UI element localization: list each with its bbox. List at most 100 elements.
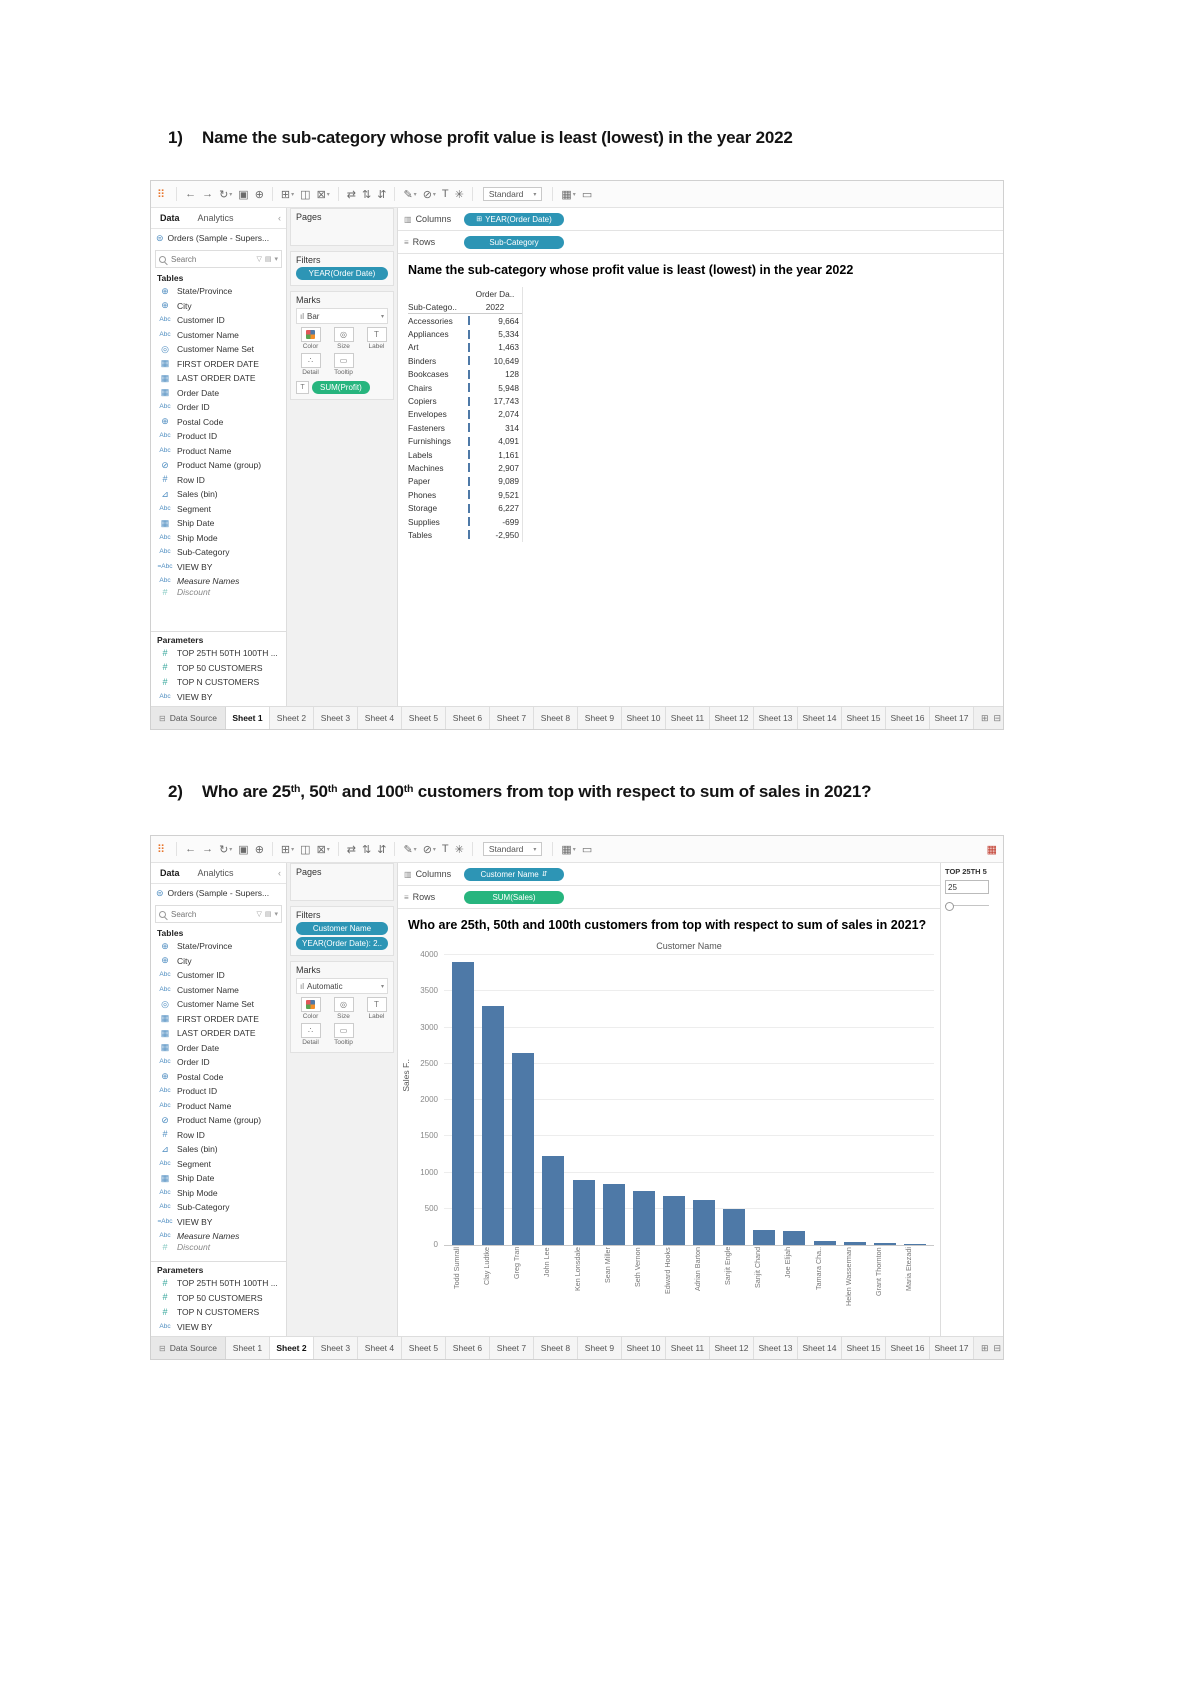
field-city[interactable]: ⊕ City (151, 954, 286, 969)
slider-knob[interactable] (945, 902, 954, 911)
clear-sheet-button[interactable]: ⊠ ▾ (314, 842, 333, 857)
highlight-button[interactable]: ✎ ▾ (400, 187, 419, 202)
field-ship-date[interactable]: ▦ Ship Date (151, 1171, 286, 1186)
tab-sheet-7[interactable]: Sheet 7 (489, 1337, 534, 1359)
tab-analytics[interactable]: Analytics (197, 868, 234, 878)
table-row-binders[interactable]: Binders 10,649 (408, 354, 522, 367)
tab-sheet-15[interactable]: Sheet 15 (841, 707, 886, 729)
save-button[interactable]: ▣ (235, 187, 251, 202)
table-row-fasteners[interactable]: Fasteners 314 (408, 421, 522, 434)
datasource-item[interactable]: ⊜ Orders (Sample - Supers... (151, 229, 286, 247)
bar-john-lee[interactable] (542, 1155, 565, 1245)
field-segment[interactable]: Abc Segment (151, 502, 286, 517)
label-button[interactable]: T Label (362, 327, 391, 350)
sort-ascending-button[interactable]: ⇅ (359, 842, 374, 857)
show-hide-cards-button[interactable]: ▦ ▾ (558, 187, 578, 202)
filter-pill-year-order-date[interactable]: YEAR(Order Date): 2.. (296, 937, 388, 950)
bar-joe-elijah[interactable] (783, 1230, 806, 1245)
field-customer-name-set[interactable]: ◎ Customer Name Set (151, 997, 286, 1012)
tab-sheet-8[interactable]: Sheet 8 (533, 707, 578, 729)
mark-type-select[interactable]: ıl Bar ▾ (296, 308, 388, 324)
save-button[interactable]: ▣ (235, 842, 251, 857)
sort-ascending-button[interactable]: ⇅ (359, 187, 374, 202)
color-button[interactable]: Color (296, 327, 325, 350)
detail-button[interactable]: ∴ Detail (296, 1023, 325, 1046)
field-city[interactable]: ⊕ City (151, 299, 286, 314)
swap-axes-button[interactable]: ⇄ (344, 187, 359, 202)
field-ship-mode[interactable]: Abc Ship Mode (151, 1186, 286, 1201)
table-row-copiers[interactable]: Copiers 17,743 (408, 394, 522, 407)
field-top-n-customers[interactable]: # TOP N CUSTOMERS (151, 1305, 286, 1320)
table-row-supplies[interactable]: Supplies -699 (408, 515, 522, 528)
field-sub-category[interactable]: Abc Sub-Category (151, 1200, 286, 1215)
chevron-down-icon[interactable]: ▾ (274, 256, 278, 263)
field-product-id[interactable]: Abc Product ID (151, 429, 286, 444)
table-row-furnishings[interactable]: Furnishings 4,091 (408, 435, 522, 448)
field-view-by[interactable]: =Abc VIEW BY (151, 560, 286, 575)
label-button[interactable]: T Label (362, 997, 391, 1020)
field-order-date[interactable]: ▦ Order Date (151, 386, 286, 401)
tab-sheet-3[interactable]: Sheet 3 (313, 707, 358, 729)
tab-data-source[interactable]: ⊟ Data Source (151, 1337, 226, 1359)
field-discount[interactable]: # Discount (151, 1244, 286, 1251)
field-first-order-date[interactable]: ▦ FIRST ORDER DATE (151, 357, 286, 372)
bar-ken-lonsdale[interactable] (572, 1179, 595, 1245)
table-row-machines[interactable]: Machines 2,907 (408, 461, 522, 474)
fit-select[interactable]: Standard ▾ (482, 187, 543, 201)
tab-sheet-3[interactable]: Sheet 3 (313, 1337, 358, 1359)
field-segment[interactable]: Abc Segment (151, 1157, 286, 1172)
table-row-accessories[interactable]: Accessories 9,664 (408, 314, 522, 327)
tab-sheet-1[interactable]: Sheet 1 (225, 707, 270, 729)
field-sales-bin[interactable]: ⊿ Sales (bin) (151, 487, 286, 502)
color-button[interactable]: Color (296, 997, 325, 1020)
table-row-paper[interactable]: Paper 9,089 (408, 475, 522, 488)
search-input[interactable] (169, 253, 254, 265)
bar-todd-sumrall[interactable] (452, 962, 475, 1245)
field-sub-category[interactable]: Abc Sub-Category (151, 545, 286, 560)
collapse-pane-icon[interactable]: ‹ (278, 213, 281, 223)
bar-seth-vernon[interactable] (632, 1190, 655, 1245)
table-row-art[interactable]: Art 1,463 (408, 341, 522, 354)
filter-pill-customer-name[interactable]: Customer Name (296, 922, 388, 935)
new-worksheet-button[interactable]: ⊞ ▾ (278, 187, 297, 202)
field-first-order-date[interactable]: ▦ FIRST ORDER DATE (151, 1012, 286, 1027)
tab-sheet-2[interactable]: Sheet 2 (269, 1337, 314, 1359)
size-button[interactable]: ◎ Size (329, 997, 358, 1020)
tab-sheet-4[interactable]: Sheet 4 (357, 1337, 402, 1359)
tab-sheet-12[interactable]: Sheet 12 (709, 707, 754, 729)
tab-sheet-6[interactable]: Sheet 6 (445, 707, 490, 729)
field-product-name[interactable]: Abc Product Name (151, 1099, 286, 1114)
new-worksheet-tab-button[interactable]: ⊞ (980, 712, 989, 723)
swap-axes-button[interactable]: ⇄ (344, 842, 359, 857)
field-customer-id[interactable]: Abc Customer ID (151, 313, 286, 328)
table-row-envelopes[interactable]: Envelopes 2,074 (408, 408, 522, 421)
tab-data[interactable]: Data (160, 213, 180, 223)
tab-sheet-16[interactable]: Sheet 16 (885, 707, 930, 729)
field-customer-name[interactable]: Abc Customer Name (151, 983, 286, 998)
add-datasource-button[interactable]: ⊕ (252, 842, 267, 857)
bar-greg-tran[interactable] (512, 1052, 535, 1245)
new-dashboard-tab-button[interactable]: ⊟ (993, 1342, 1002, 1353)
bar-sean-miller[interactable] (602, 1184, 625, 1245)
back-button[interactable]: ← (182, 842, 199, 856)
tab-sheet-10[interactable]: Sheet 10 (621, 1337, 666, 1359)
size-button[interactable]: ◎ Size (329, 327, 358, 350)
tab-sheet-17[interactable]: Sheet 17 (929, 1337, 974, 1359)
field-row-id[interactable]: # Row ID (151, 1128, 286, 1143)
table-row-bookcases[interactable]: Bookcases 128 (408, 368, 522, 381)
tab-analytics[interactable]: Analytics (197, 213, 234, 223)
tab-data[interactable]: Data (160, 868, 180, 878)
tab-sheet-13[interactable]: Sheet 13 (753, 1337, 798, 1359)
field-postal-code[interactable]: ⊕ Postal Code (151, 415, 286, 430)
field-product-name-group[interactable]: ⊘ Product Name (group) (151, 458, 286, 473)
field-ship-date[interactable]: ▦ Ship Date (151, 516, 286, 531)
bar-helen-wasserman[interactable] (843, 1242, 866, 1245)
tab-sheet-12[interactable]: Sheet 12 (709, 1337, 754, 1359)
table-row-labels[interactable]: Labels 1,161 (408, 448, 522, 461)
table-row-appliances[interactable]: Appliances 5,334 (408, 327, 522, 340)
show-me-button[interactable]: ▦ (986, 843, 997, 856)
sort-descending-button[interactable]: ⇵ (374, 842, 389, 857)
new-worksheet-tab-button[interactable]: ⊞ (980, 1342, 989, 1353)
datasource-item[interactable]: ⊜ Orders (Sample - Supers... (151, 884, 286, 902)
presentation-mode-button[interactable]: ▭ (579, 187, 595, 202)
